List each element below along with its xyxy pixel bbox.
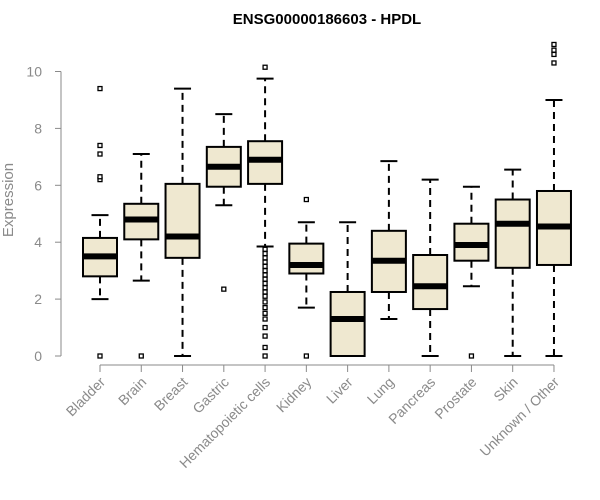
outlier-point <box>97 353 103 359</box>
outlier-point <box>262 263 268 270</box>
box-iqr <box>329 290 366 357</box>
outlier-point <box>221 286 227 292</box>
outlier-point <box>262 353 268 359</box>
outlier-point <box>262 250 268 257</box>
outlier-point <box>303 196 310 203</box>
outlier-point <box>262 64 268 70</box>
outlier-point <box>262 344 268 351</box>
outlier-point <box>551 51 557 58</box>
box-lung <box>370 160 407 321</box>
outlier-point <box>551 41 557 48</box>
box-bladder <box>82 85 118 359</box>
box-iqr <box>412 254 449 311</box>
outlier-point <box>468 353 475 359</box>
outlier-point <box>262 259 268 265</box>
outlier-point <box>262 246 268 252</box>
x-tick-label: Liver <box>323 374 356 407</box>
box-iqr <box>494 198 531 269</box>
outlier-point <box>262 267 268 274</box>
y-tick-label: 2 <box>34 291 42 307</box>
box-brain <box>123 153 160 359</box>
outlier-point <box>97 142 103 149</box>
y-tick-label: 6 <box>34 177 42 193</box>
outlier-point <box>262 310 268 316</box>
outlier-point <box>262 272 268 278</box>
x-tick-label: Bladder <box>63 374 109 420</box>
outlier-point <box>97 174 103 180</box>
x-tick-label: Breast <box>151 374 191 414</box>
x-tick-label: Lung <box>364 374 397 407</box>
outlier-point <box>262 316 268 322</box>
box-kidney <box>288 196 325 359</box>
outlier-point <box>262 285 268 291</box>
x-tick-label: Kidney <box>273 374 315 416</box>
box-breast <box>164 87 201 357</box>
y-tick-label: 10 <box>26 64 42 80</box>
box-unknown-other <box>535 41 572 357</box>
outlier-point <box>262 299 268 305</box>
outlier-point <box>97 151 103 157</box>
outlier-point <box>303 353 310 359</box>
outlier-point <box>262 255 268 261</box>
box-hematopoietic-cells <box>247 64 284 359</box>
box-iqr <box>288 242 325 275</box>
x-tick-label: Skin <box>490 374 521 405</box>
box-gastric <box>205 113 242 292</box>
y-axis: 0 2 4 6 8 10 <box>26 64 62 364</box>
box-pancreas <box>412 178 449 357</box>
outlier-point <box>262 333 268 339</box>
box-skin <box>494 168 531 357</box>
outlier-point <box>551 60 557 66</box>
x-tick-label: Brain <box>115 374 149 408</box>
outlier-point <box>97 85 103 92</box>
box-prostate <box>453 185 490 359</box>
outlier-point <box>262 280 268 287</box>
outlier-point <box>262 276 268 282</box>
y-axis-label: Expression <box>0 163 17 237</box>
outlier-point <box>262 304 268 311</box>
outlier-point <box>551 47 557 53</box>
chart-title: ENSG00000186603 - HPDL <box>233 11 421 28</box>
box-liver <box>329 221 366 357</box>
outlier-point <box>262 293 268 299</box>
outlier-point <box>262 289 268 295</box>
outlier-point <box>138 353 144 359</box>
y-tick-label: 4 <box>34 234 42 250</box>
y-tick-label: 0 <box>34 348 42 364</box>
box-iqr <box>164 182 201 259</box>
y-tick-label: 8 <box>34 120 42 136</box>
plot-area <box>82 41 572 359</box>
x-tick-label: Prostate <box>431 374 479 422</box>
outlier-point <box>262 324 268 331</box>
